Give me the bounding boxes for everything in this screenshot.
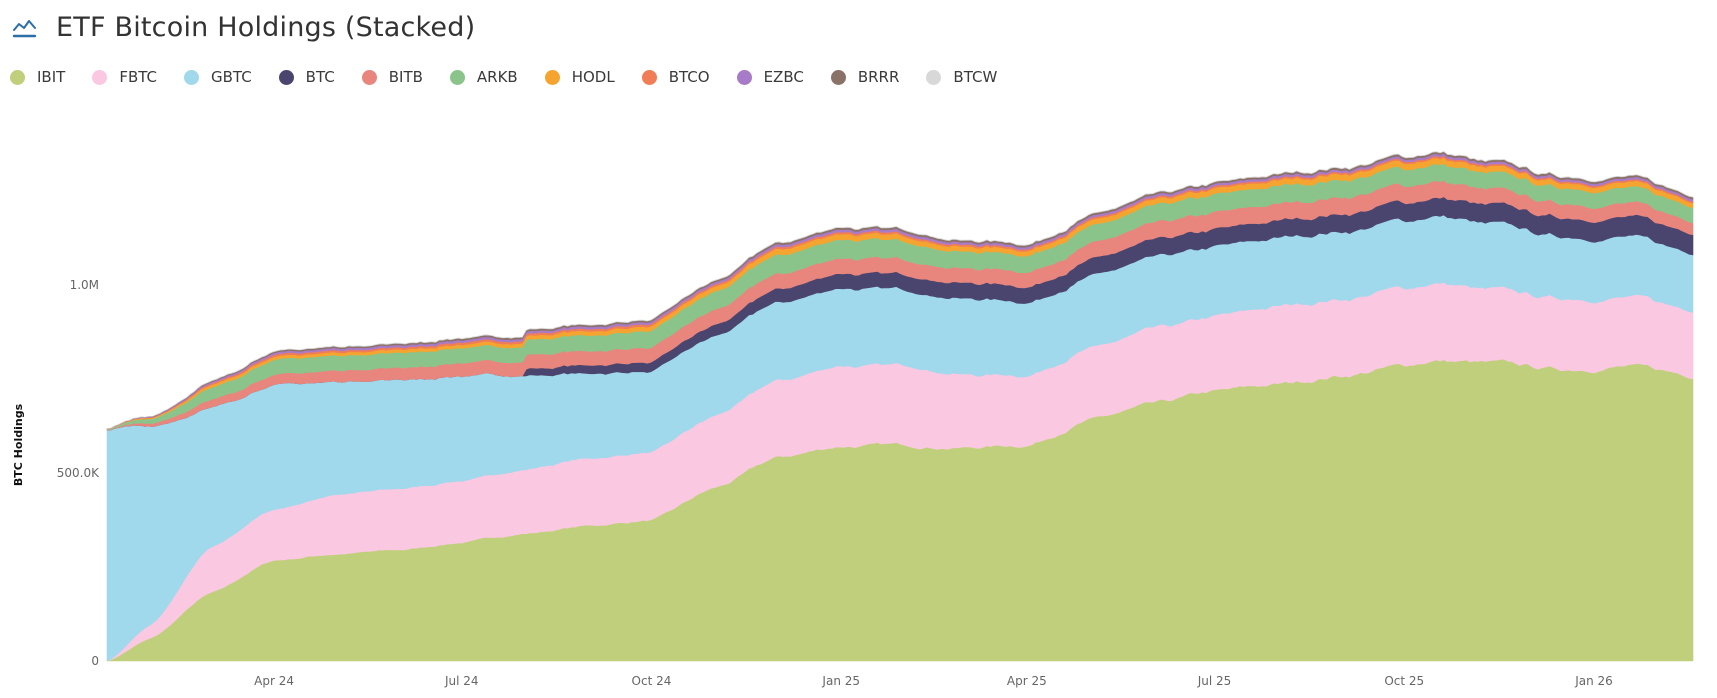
chart-header: ETF Bitcoin Holdings (Stacked) (12, 12, 475, 43)
legend-item-brrr[interactable]: BRRR (830, 68, 900, 86)
legend-dot-icon (736, 69, 752, 85)
legend-item-arkb[interactable]: ARKB (449, 68, 518, 86)
legend-dot-icon (184, 69, 199, 85)
legend-label: BRRR (857, 68, 900, 86)
x-tick-label: Apr 25 (1007, 674, 1047, 688)
legend-dot-icon (361, 69, 377, 85)
legend-label: EZBC (763, 68, 804, 86)
legend-dot-icon (449, 69, 465, 85)
legend-dot-icon (92, 69, 108, 85)
legend-dot-icon (926, 69, 942, 85)
legend-item-fbtc[interactable]: FBTC (92, 68, 157, 86)
x-tick-label: Oct 24 (632, 674, 672, 688)
y-tick-label: 1.0M (70, 278, 99, 292)
line-chart-icon (12, 19, 37, 37)
area-layers (106, 150, 1694, 662)
y-tick-label: 500.0K (57, 466, 100, 480)
legend-item-bitb[interactable]: BITB (361, 68, 423, 86)
legend-label: BTC (305, 68, 335, 86)
legend-dot-icon (278, 69, 294, 85)
x-tick-label: Jul 25 (1197, 674, 1232, 688)
x-tick-label: Oct 25 (1384, 674, 1424, 688)
legend-label: BITB (388, 68, 423, 86)
x-tick-label: Jul 24 (444, 674, 479, 688)
legend-label: FBTC (119, 68, 157, 86)
legend-dot-icon (830, 69, 846, 85)
chart-legend: IBIT FBTC GBTC BTC BITB ARKB HODL BTCO EZBC BRRR B… (10, 68, 1024, 86)
legend-item-ezbc[interactable]: EZBC (736, 68, 804, 86)
legend-item-gbtc[interactable]: GBTC (184, 68, 252, 86)
legend-label: GBTC (211, 68, 252, 86)
legend-item-btco[interactable]: BTCO (641, 68, 710, 86)
legend-label: BTCW (953, 68, 998, 86)
x-tick-label: Apr 24 (254, 674, 294, 688)
legend-dot-icon (10, 69, 25, 85)
x-tick-label: Jan 26 (1574, 674, 1613, 688)
legend-item-btcw[interactable]: BTCW (926, 68, 997, 86)
x-tick-label: Jan 25 (821, 674, 860, 688)
legend-dot-icon (544, 69, 560, 85)
legend-item-ibit[interactable]: IBIT (10, 68, 65, 86)
legend-item-hodl[interactable]: HODL (544, 68, 615, 86)
legend-label: HODL (571, 68, 615, 86)
chart-title: ETF Bitcoin Holdings (Stacked) (56, 12, 476, 43)
legend-dot-icon (641, 69, 657, 85)
legend-label: IBIT (37, 68, 66, 86)
area-btcw[interactable] (106, 150, 1694, 430)
legend-label: BTCO (668, 68, 710, 86)
y-axis-title: BTC Holdings (12, 403, 25, 486)
y-axis: 0 500.0K 1.0M (57, 278, 100, 668)
x-axis: Apr 24 Jul 24 Oct 24 Jan 25 Apr 25 Jul 25 Oct … (254, 674, 1613, 688)
legend-item-btc[interactable]: BTC (278, 68, 335, 86)
legend-label: ARKB (476, 68, 518, 86)
y-tick-label: 0 (91, 654, 99, 668)
